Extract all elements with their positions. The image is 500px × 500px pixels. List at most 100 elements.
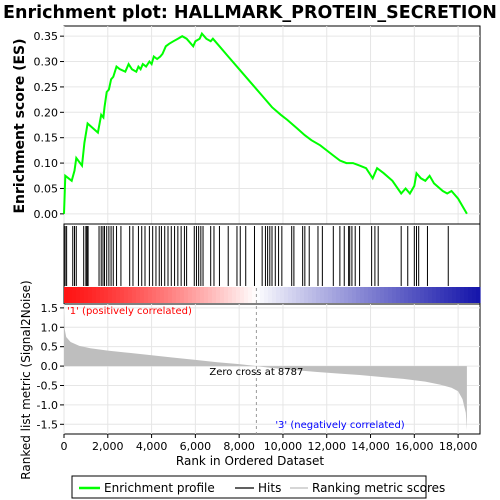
heatmap-cell [296,287,301,303]
positive-correlated-label: '1' (positively correlated) [67,306,192,317]
heatmap-cell [328,287,333,303]
heatmap-cell [352,287,357,303]
es-y-tick-label: 0.10 [34,157,59,170]
legend-ranking-label: Ranking metric scores [312,481,445,495]
heatmap-cell [212,287,217,303]
heatmap-cell [176,287,181,303]
heatmap-cell [336,287,341,303]
heatmap-cell [68,287,73,303]
ranking-y-tick-label: -1.0 [37,399,58,412]
es-y-tick-label: 0.30 [34,56,59,69]
heatmap-cell [476,287,481,303]
heatmap-cell [400,287,405,303]
heatmap-cell [192,287,197,303]
heatmap-cell [76,287,81,303]
heatmap-cell [456,287,461,303]
heatmap-cell [388,287,393,303]
es-y-tick-label: 0.15 [34,132,59,145]
heatmap-cell [196,287,201,303]
heatmap-cell [472,287,477,303]
es-y-tick-label: 0.20 [34,106,59,119]
heatmap-cell [256,287,261,303]
ranking-x-tick-label: 18,000 [439,440,478,453]
zero-cross-label: Zero cross at 8787 [209,367,303,378]
es-panel: 0.00 0.05 0.10 0.15 0.20 0.25 0.30 0.35 Enrichm… [12,25,481,225]
ranking-x-tick-label: 14,000 [351,440,390,453]
heatmap-cell [64,287,69,303]
heatmap-cell [156,287,161,303]
es-plot-area [63,25,481,225]
ranking-y-axis: -1.5 -1.0 -0.5 0.0 0.5 1.0 1.5 [37,302,64,431]
heatmap-cell [188,287,193,303]
heatmap-cell [124,287,129,303]
ranking-y-label: Ranked list metric (Signal2Noise) [19,280,33,479]
heatmap-cell [240,287,245,303]
heatmap-cell [200,287,205,303]
ranking-x-axis: 0 2,000 4,000 6,000 8,000 10,000 12,000 14,000 1… [61,434,478,453]
ranking-y-tick-label: 0.5 [41,341,59,354]
ranking-y-tick-label: -1.5 [37,418,58,431]
ranking-x-tick-label: 2,000 [92,440,124,453]
heatmap-cell [428,287,433,303]
es-y-label: Enrichment score (ES) [12,38,28,213]
es-y-axis: 0.00 0.05 0.10 0.15 0.20 0.25 0.30 0.35 [34,30,64,221]
ranking-x-tick-label: 16,000 [395,440,434,453]
heatmap-cell [292,287,297,303]
heatmap-cell [244,287,249,303]
heatmap-cell [280,287,285,303]
heatmap-cell [436,287,441,303]
heatmap-cell [340,287,345,303]
heatmap-cell [160,287,165,303]
heatmap-cell [380,287,385,303]
heatmap-cell [220,287,225,303]
heatmap-cell [344,287,349,303]
heatmap-cell [224,287,229,303]
ranking-x-tick-label: 0 [61,440,68,453]
heatmap-cell [284,287,289,303]
heatmap-cell [364,287,369,303]
heatmap-cell [120,287,125,303]
heatmap-cell [264,287,269,303]
ranking-y-tick-label: 1.0 [41,321,59,334]
ranking-y-tick-label: 0.0 [41,360,59,373]
heatmap-cell [132,287,137,303]
heatmap-cell [204,287,209,303]
heatmap-cell [88,287,93,303]
heatmap-cell [376,287,381,303]
ranking-x-tick-label: 12,000 [307,440,346,453]
legend: Enrichment profile Hits Ranking metric s… [71,475,445,499]
legend-hits-label: Hits [258,481,281,495]
heatmap-cell [368,287,373,303]
heatmap-cell [460,287,465,303]
heatmap-cell [412,287,417,303]
heatmap-cell [252,287,257,303]
heatmap-cell [272,287,277,303]
heatmap-cell [128,287,133,303]
chart-title: Enrichment plot: HALLMARK_PROTEIN_SECRET… [3,3,497,23]
heatmap-cell [320,287,325,303]
heatmap-cell [268,287,273,303]
heatmap-cell [384,287,389,303]
heatmap-cell [444,287,449,303]
heatmap-cell [316,287,321,303]
heatmap-cell [108,287,113,303]
heatmap-cell [164,287,169,303]
es-y-tick-label: 0.05 [34,182,59,195]
heatmap-cell [232,287,237,303]
heatmap-cell [216,287,221,303]
heatmap-cell [84,287,89,303]
es-y-tick-label: 0.35 [34,30,59,43]
ranking-x-tick-label: 4,000 [136,440,168,453]
ranking-x-tick-label: 8,000 [223,440,255,453]
heatmap-cell [416,287,421,303]
heatmap-cell [148,287,153,303]
heatmap-cell [440,287,445,303]
heatmap-cell [304,287,309,303]
es-grid [63,26,480,224]
ranking-y-tick-label: 1.5 [41,302,59,315]
heatmap-cell [372,287,377,303]
heatmap-cell [288,287,293,303]
heatmap-cell [432,287,437,303]
heatmap-cell [100,287,105,303]
